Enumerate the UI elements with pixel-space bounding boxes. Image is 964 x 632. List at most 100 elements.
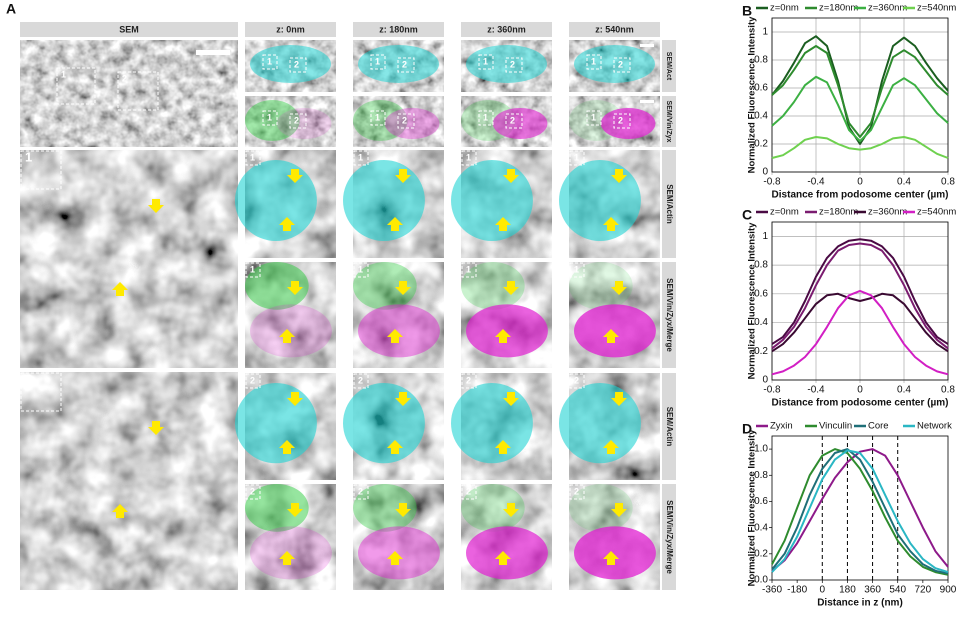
region-label: 1 <box>466 264 471 274</box>
legend-label: z=360nm <box>868 3 907 14</box>
plot-frame <box>771 221 949 381</box>
region-box <box>569 150 585 166</box>
legend-label: z=0nm <box>770 207 799 218</box>
y-tick-label: 1 <box>762 27 768 38</box>
legend-label: Core <box>868 421 889 432</box>
arrow <box>148 421 164 435</box>
arrow <box>503 503 519 517</box>
y-tick-label: 0.2 <box>754 346 768 357</box>
fluorescence-overlay <box>250 45 331 83</box>
y-tick-label: 0 <box>762 167 768 178</box>
region-box <box>20 372 62 412</box>
arrow <box>395 503 411 517</box>
micrograph <box>20 372 238 590</box>
fluorescence-overlay <box>574 45 655 83</box>
fluorescence-overlay <box>569 484 633 532</box>
region-box <box>20 150 62 190</box>
region-box <box>117 71 159 111</box>
scale-bar <box>196 50 230 55</box>
region-label: 2 <box>574 375 579 385</box>
series-line <box>771 136 949 159</box>
arrow <box>287 169 303 183</box>
region-label: 1 <box>591 112 596 122</box>
y-tick-label: 0.8 <box>754 260 768 271</box>
fluorescence-overlay <box>574 526 656 580</box>
series-line <box>771 238 949 345</box>
y-tick-label: 0.4 <box>754 111 768 122</box>
region-box <box>56 67 96 105</box>
scale-bar <box>640 100 654 103</box>
region-box <box>353 262 369 278</box>
row-label: SEM/Actin <box>665 407 674 447</box>
region-box <box>370 54 386 70</box>
y-tick-label: 0.6 <box>754 288 768 299</box>
column-header: z: 540nm <box>595 24 634 34</box>
region-label: 1 <box>267 112 272 122</box>
region-box <box>461 484 477 500</box>
region-label: 2 <box>402 115 407 125</box>
region-box <box>461 150 477 166</box>
arrow <box>503 392 519 406</box>
fluorescence-overlay <box>358 526 440 580</box>
region-box <box>397 113 415 129</box>
panel-label: D <box>742 421 752 437</box>
arrow <box>112 504 128 518</box>
plot-frame <box>771 435 949 581</box>
legend-label: Network <box>917 421 952 432</box>
region-box <box>569 484 585 500</box>
fluorescence-overlay <box>451 383 533 464</box>
x-tick-label: 360 <box>864 585 881 596</box>
fluorescence-overlay <box>358 45 439 83</box>
region-box <box>613 113 631 129</box>
region-label: 1 <box>574 264 579 274</box>
fluorescence-overlay <box>358 304 440 358</box>
scale-bar <box>640 44 654 47</box>
row-label-bg <box>662 150 676 258</box>
region-label: 2 <box>466 375 471 385</box>
region-box <box>461 262 477 278</box>
region-label: 2 <box>510 115 515 125</box>
arrow <box>611 503 627 517</box>
fluorescence-overlay <box>353 262 417 310</box>
region-box <box>353 150 369 166</box>
region-box <box>461 373 477 389</box>
legend-label: z=540nm <box>917 207 956 218</box>
x-axis-title: Distance from podosome center (µm) <box>772 190 949 201</box>
region-label: 1 <box>375 56 380 66</box>
row-label-bg <box>662 262 676 368</box>
x-tick-label: -360 <box>762 585 782 596</box>
x-tick-label: 0.4 <box>897 385 911 396</box>
region-label: 2 <box>510 59 515 69</box>
x-tick-label: 0 <box>857 385 863 396</box>
series-line <box>771 35 949 145</box>
region-label: 1 <box>358 152 363 162</box>
fluorescence-overlay <box>466 45 547 83</box>
fluorescence-overlay <box>235 160 317 241</box>
x-tick-label: 180 <box>839 585 856 596</box>
y-tick-label: 0.0 <box>754 575 768 586</box>
arrow <box>287 392 303 406</box>
arrow <box>395 169 411 183</box>
region-box <box>353 484 369 500</box>
fluorescence-overlay <box>343 383 425 464</box>
x-tick-label: 0 <box>857 177 863 188</box>
region-box <box>289 57 307 73</box>
y-tick-label: 1 <box>762 231 768 242</box>
y-tick-label: 1.0 <box>754 444 768 455</box>
x-axis-title: Distance in z (nm) <box>817 598 903 609</box>
legend-label: Zyxin <box>770 421 793 432</box>
fluorescence-overlay <box>343 160 425 241</box>
arrow <box>387 217 403 231</box>
y-tick-label: 0.6 <box>754 83 768 94</box>
micrograph <box>20 150 238 368</box>
region-box <box>478 110 494 126</box>
row-label: SEM/Act <box>665 52 672 81</box>
region-label: 1 <box>61 69 66 79</box>
fluorescence-overlay <box>466 526 548 580</box>
region-box <box>613 57 631 73</box>
legend-label: z=360nm <box>868 207 907 218</box>
y-tick-label: 0.6 <box>754 496 768 507</box>
arrow <box>603 440 619 454</box>
region-label: 2 <box>618 115 623 125</box>
